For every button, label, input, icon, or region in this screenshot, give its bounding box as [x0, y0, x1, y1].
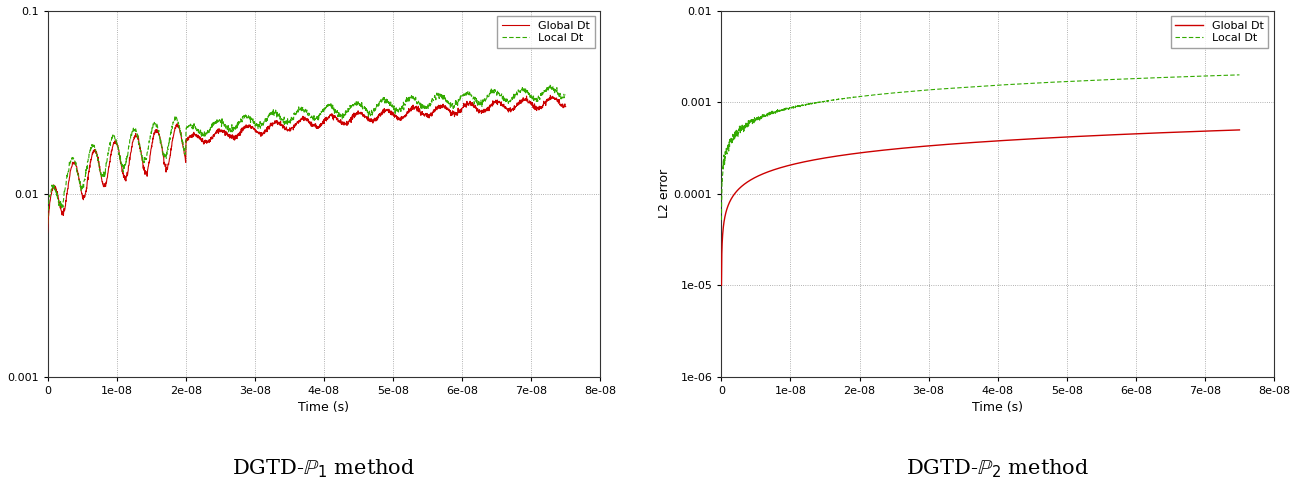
Local Dt — [803, 100, 818, 106]
X-axis label: Time (s): Time (s) — [298, 401, 349, 414]
Line: Local Dt: Local Dt — [721, 75, 1240, 220]
Line: Global Dt: Global Dt — [48, 95, 565, 232]
Global Dt — [935, 142, 951, 148]
Global Dt — [773, 165, 789, 170]
Local Dt — [447, 98, 463, 104]
Text: DGTD-$\mathbb{P}_1$ method: DGTD-$\mathbb{P}_1$ method — [232, 457, 415, 480]
Local Dt — [1166, 74, 1182, 80]
Local Dt — [713, 217, 729, 223]
Text: DGTD-$\mathbb{P}_2$ method: DGTD-$\mathbb{P}_2$ method — [907, 457, 1089, 480]
Line: Local Dt: Local Dt — [48, 84, 565, 224]
Local Dt — [935, 86, 951, 92]
Local Dt — [292, 108, 307, 114]
Local Dt — [542, 81, 558, 87]
Global Dt — [278, 126, 293, 132]
Local Dt — [912, 88, 927, 94]
Local Dt — [543, 83, 559, 89]
Global Dt — [40, 229, 56, 235]
Local Dt — [40, 221, 56, 227]
Local Dt — [558, 92, 573, 98]
Global Dt — [542, 92, 558, 98]
Global Dt — [1232, 127, 1248, 133]
Global Dt — [1166, 129, 1182, 135]
Local Dt — [543, 85, 559, 91]
Global Dt — [543, 96, 559, 102]
Local Dt — [66, 157, 82, 163]
Global Dt — [803, 157, 818, 163]
X-axis label: Time (s): Time (s) — [973, 401, 1023, 414]
Global Dt — [1222, 128, 1237, 133]
Global Dt — [912, 144, 927, 150]
Global Dt — [447, 110, 463, 116]
Local Dt — [278, 119, 293, 125]
Global Dt — [558, 104, 573, 110]
Local Dt — [773, 107, 789, 113]
Line: Global Dt: Global Dt — [721, 130, 1240, 285]
Global Dt — [292, 118, 307, 124]
Legend: Global Dt, Local Dt: Global Dt, Local Dt — [497, 16, 594, 48]
Local Dt — [1232, 72, 1248, 78]
Global Dt — [543, 96, 559, 101]
Global Dt — [713, 283, 729, 288]
Local Dt — [1222, 72, 1237, 78]
Y-axis label: L2 error: L2 error — [658, 169, 671, 218]
Legend: Global Dt, Local Dt: Global Dt, Local Dt — [1171, 16, 1268, 48]
Global Dt — [66, 159, 82, 165]
